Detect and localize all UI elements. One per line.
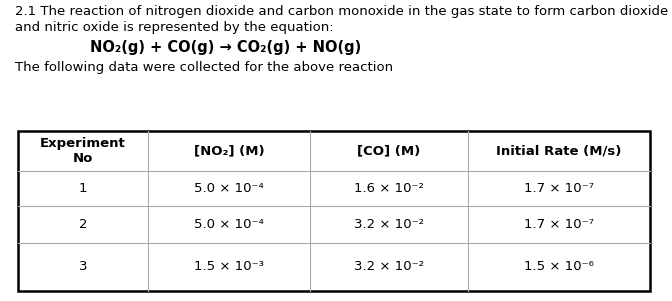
Text: 5.0 × 10⁻⁴: 5.0 × 10⁻⁴ bbox=[194, 182, 264, 195]
Text: NO₂(g) + CO(g) → CO₂(g) + NO(g): NO₂(g) + CO(g) → CO₂(g) + NO(g) bbox=[90, 40, 362, 55]
Text: 1.7 × 10⁻⁷: 1.7 × 10⁻⁷ bbox=[524, 182, 594, 195]
Text: 1.6 × 10⁻²: 1.6 × 10⁻² bbox=[354, 182, 424, 195]
Bar bbox=[18, 131, 650, 291]
Text: 1: 1 bbox=[79, 182, 87, 195]
Text: 3.2 × 10⁻²: 3.2 × 10⁻² bbox=[354, 260, 424, 274]
Text: 1.5 × 10⁻³: 1.5 × 10⁻³ bbox=[194, 260, 264, 274]
Text: 2.1 The reaction of nitrogen dioxide and carbon monoxide in the gas state to for: 2.1 The reaction of nitrogen dioxide and… bbox=[15, 5, 668, 18]
Text: [NO₂] (M): [NO₂] (M) bbox=[194, 144, 264, 157]
Text: 2: 2 bbox=[79, 218, 87, 231]
Text: Experiment
No: Experiment No bbox=[40, 136, 126, 166]
Text: 1.5 × 10⁻⁶: 1.5 × 10⁻⁶ bbox=[524, 260, 594, 274]
Text: and nitric oxide is represented by the equation:: and nitric oxide is represented by the e… bbox=[15, 21, 333, 34]
Text: 5.0 × 10⁻⁴: 5.0 × 10⁻⁴ bbox=[194, 218, 264, 231]
Text: Initial Rate (M/s): Initial Rate (M/s) bbox=[497, 144, 622, 157]
Text: [CO] (M): [CO] (M) bbox=[358, 144, 421, 157]
Text: 3: 3 bbox=[79, 260, 87, 274]
Text: 3.2 × 10⁻²: 3.2 × 10⁻² bbox=[354, 218, 424, 231]
Text: 1.7 × 10⁻⁷: 1.7 × 10⁻⁷ bbox=[524, 218, 594, 231]
Text: The following data were collected for the above reaction: The following data were collected for th… bbox=[15, 61, 393, 74]
